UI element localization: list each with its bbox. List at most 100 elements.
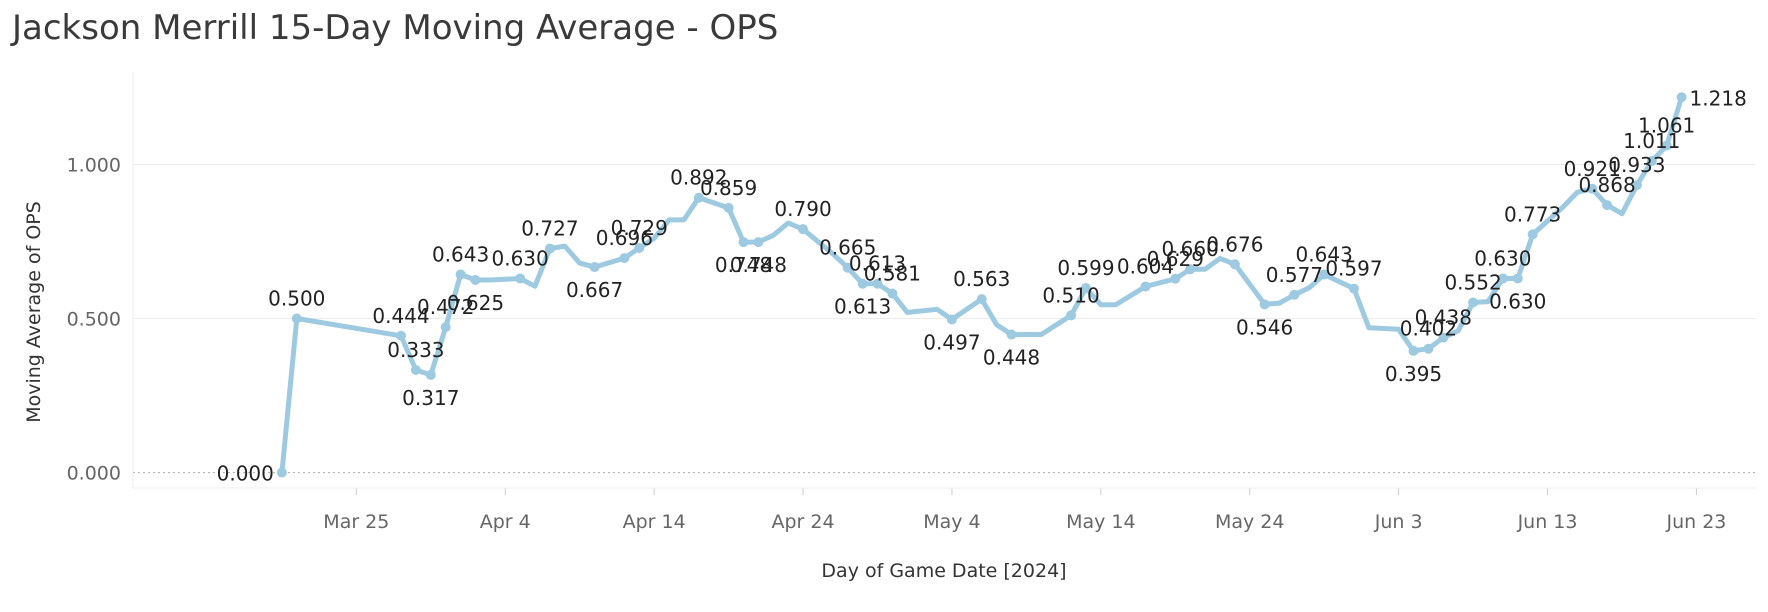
- data-point: [1140, 281, 1151, 292]
- x-tick-label: May 14: [1066, 511, 1136, 533]
- data-label: 0.317: [402, 386, 459, 410]
- data-label: 1.011: [1623, 129, 1680, 153]
- data-label: 0.729: [611, 216, 668, 240]
- data-point: [589, 262, 600, 273]
- x-axis-ticks: Mar 25 Apr 4 Apr 14 Apr 24 May 4 May 14 May 24…: [323, 488, 1726, 533]
- data-point: [1289, 289, 1300, 300]
- data-point: [276, 467, 287, 478]
- data-label: 0.577: [1266, 263, 1323, 287]
- data-point: [1631, 180, 1642, 191]
- data-label: 0.921: [1564, 157, 1621, 181]
- data-label: 0.643: [1296, 242, 1353, 266]
- data-point: [1066, 310, 1077, 321]
- data-point: [1602, 200, 1613, 211]
- chart-title: Jackson Merrill 15-Day Moving Average - …: [12, 8, 779, 48]
- data-label: 0.510: [1042, 283, 1099, 307]
- data-label: 0.629: [1147, 247, 1204, 271]
- data-point: [753, 237, 764, 248]
- data-point: [723, 202, 734, 213]
- gridlines: [133, 163, 1756, 474]
- data-label: 0.773: [1504, 202, 1561, 226]
- x-tick-label: Mar 25: [323, 511, 389, 533]
- data-label: 0.597: [1325, 257, 1382, 281]
- data-label: 0.630: [1489, 289, 1546, 313]
- data-point: [1170, 273, 1181, 284]
- x-tick-label: Apr 4: [480, 511, 531, 533]
- data-point: [798, 224, 809, 235]
- data-label: 0.000: [217, 462, 274, 486]
- data-label: 0.630: [492, 246, 549, 270]
- data-label: 0.563: [953, 267, 1010, 291]
- data-label: 0.859: [700, 176, 757, 200]
- data-point: [1438, 332, 1449, 343]
- data-point: [887, 288, 898, 299]
- x-tick-label: Apr 14: [623, 511, 686, 533]
- data-label: 0.748: [730, 253, 787, 277]
- y-axis-ticks: 0.000 0.500 1.000: [67, 154, 121, 484]
- data-label: 0.660: [1162, 237, 1219, 261]
- data-point: [693, 192, 704, 203]
- data-point: [946, 314, 957, 325]
- data-point: [1006, 329, 1017, 340]
- data-point: [1319, 269, 1330, 280]
- data-label: 0.599: [1057, 256, 1114, 280]
- data-label: 0.402: [1400, 317, 1457, 341]
- data-point: [1229, 259, 1240, 270]
- data-label: 1.218: [1690, 86, 1747, 110]
- data-label: 0.472: [417, 295, 474, 319]
- data-point: [619, 253, 630, 264]
- data-label: 0.696: [596, 226, 653, 250]
- data-label: 0.613: [849, 252, 906, 276]
- data-point: [1080, 283, 1091, 294]
- data-point: [1646, 156, 1657, 167]
- data-point: [634, 242, 645, 253]
- data-point: [1587, 183, 1598, 194]
- data-label: 0.748: [715, 253, 772, 277]
- data-point: [470, 275, 481, 285]
- data-label: 0.727: [521, 217, 578, 241]
- data-point: [291, 313, 302, 324]
- data-point: [544, 243, 555, 254]
- data-point: [842, 262, 853, 273]
- data-label: 0.581: [864, 262, 921, 286]
- data-label: 1.061: [1638, 114, 1695, 138]
- y-axis-title: Moving Average of OPS: [23, 201, 45, 423]
- data-point: [396, 330, 407, 341]
- data-label: 0.613: [834, 295, 891, 319]
- data-label: 0.497: [923, 330, 980, 354]
- data-point: [1497, 273, 1508, 284]
- data-label: 0.552: [1444, 270, 1501, 294]
- x-axis-title: Day of Game Date [2024]: [821, 560, 1066, 582]
- data-label: 0.643: [432, 242, 489, 266]
- data-point: [738, 237, 749, 248]
- data-label: 0.604: [1117, 254, 1174, 278]
- data-points: [276, 92, 1687, 478]
- data-point: [1423, 343, 1434, 354]
- data-point: [425, 369, 436, 380]
- data-point: [1661, 140, 1672, 151]
- data-point: [857, 278, 868, 289]
- x-tick-label: Jun 23: [1665, 511, 1726, 533]
- data-point: [1676, 92, 1687, 103]
- data-point: [1512, 273, 1523, 284]
- data-point: [1185, 264, 1196, 275]
- x-tick-label: May 4: [923, 511, 980, 533]
- data-label: 0.500: [268, 287, 325, 311]
- data-label: 0.448: [983, 346, 1040, 370]
- data-point: [1408, 345, 1419, 356]
- data-label: 0.395: [1385, 362, 1442, 386]
- data-point: [440, 322, 451, 333]
- y-tick-label: 0.000: [67, 463, 121, 485]
- data-label: 0.625: [447, 291, 504, 315]
- data-label: 0.630: [1474, 246, 1531, 270]
- data-label: 0.333: [387, 338, 444, 362]
- data-label: 0.546: [1236, 315, 1293, 339]
- y-tick-label: 0.500: [67, 309, 121, 331]
- data-point: [872, 278, 883, 289]
- x-tick-label: May 24: [1215, 511, 1285, 533]
- data-label: 0.444: [372, 304, 429, 328]
- data-point: [1348, 283, 1359, 294]
- data-point: [1468, 297, 1479, 308]
- x-tick-label: Jun 13: [1517, 511, 1578, 533]
